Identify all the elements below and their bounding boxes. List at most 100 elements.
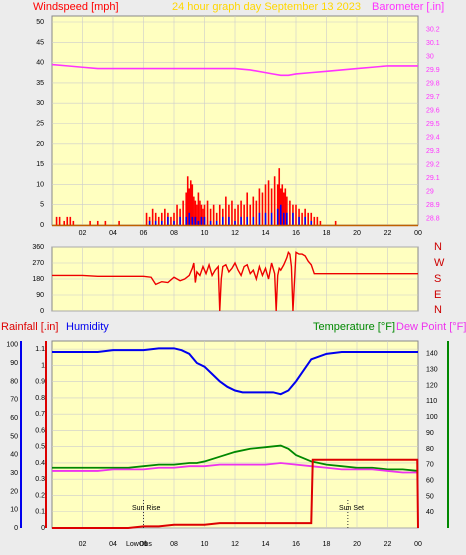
humidity-tick-label: 10	[10, 507, 18, 514]
gust-bar	[246, 192, 248, 225]
rain-tick-label: 0.7	[35, 411, 45, 418]
direction-tick-label: 0	[40, 308, 44, 315]
climate-x-tick-label: 08	[170, 541, 178, 548]
windspeed-bar	[264, 212, 267, 225]
climate-x-tick-label: 14	[262, 541, 270, 548]
wind-tick-label: 25	[36, 121, 44, 128]
direction-letters: N W S E N	[434, 241, 445, 316]
gust-bar	[206, 200, 209, 225]
wind-x-tick-label: 02	[79, 230, 87, 237]
dewpoint-label: Dew Point [°F]	[396, 321, 466, 333]
gust-bar	[182, 200, 184, 225]
windspeed-bar	[191, 216, 194, 225]
dir-letter-n-bottom: N	[434, 304, 442, 316]
barometer-tick-label: 29.4	[426, 134, 440, 141]
wind-tick-label: 0	[40, 222, 44, 229]
humidity-tick-label: 30	[10, 470, 18, 477]
temperature-tick-label: 90	[426, 430, 434, 437]
wind-tick-label: 15	[36, 161, 44, 168]
gust-bar	[173, 212, 175, 225]
gust-bar	[295, 204, 297, 225]
gust-bar	[161, 212, 163, 225]
gust-bar	[104, 220, 107, 225]
barometer-tick-label: 29.9	[426, 67, 440, 74]
humidity-label: Humidity	[66, 321, 109, 333]
temperature-line	[52, 444, 419, 472]
gust-bar	[118, 220, 120, 225]
gust-bar	[164, 208, 166, 225]
sun-set-label: Sun Set	[339, 505, 364, 512]
temperature-tick-label: 60	[426, 477, 434, 484]
gust-bar	[209, 208, 212, 225]
gust-bar	[261, 192, 264, 225]
gust-bar	[215, 212, 218, 225]
gust-bar	[249, 204, 252, 225]
gust-bar	[252, 196, 255, 225]
barometer-tick-label: 28.9	[426, 202, 440, 209]
gust-bar	[240, 200, 242, 225]
climate-x-tick-label: 18	[323, 541, 331, 548]
windspeed-bar	[252, 216, 255, 225]
gust-bar	[313, 216, 316, 225]
windspeed-bar	[234, 220, 236, 225]
gust-bar	[228, 204, 230, 225]
gust-bar	[243, 204, 245, 225]
gust-bar	[202, 208, 204, 225]
windspeed-bar	[200, 216, 203, 225]
gust-bar	[197, 192, 200, 225]
climate-x-tick-label: 06	[140, 541, 148, 548]
rain-tick-label: 0	[41, 525, 45, 532]
windspeed-bar	[185, 216, 187, 225]
gust-bar	[170, 216, 172, 225]
windspeed-bar	[179, 216, 181, 225]
temperature-tick-label: 50	[426, 493, 434, 500]
gust-bar	[319, 220, 322, 225]
humidity-tick-label: 0	[14, 525, 18, 532]
dir-letter-n-top: N	[434, 241, 442, 253]
temperature-tick-label: 120	[426, 382, 438, 389]
windspeed-bar	[310, 220, 313, 225]
wind-x-tick-label: 22	[384, 230, 392, 237]
gust-bar	[283, 192, 285, 225]
wind-tick-label: 35	[36, 80, 44, 87]
direction-tick-label: 90	[36, 292, 44, 299]
gust-bar	[96, 220, 99, 225]
gust-bar	[289, 200, 291, 225]
windspeed-bar	[188, 212, 191, 225]
gust-bar	[234, 208, 236, 225]
windspeed-bar	[246, 216, 248, 225]
gust-bar	[194, 200, 197, 225]
humidity-tick-label: 20	[10, 488, 18, 495]
temperature-tick-label: 110	[426, 398, 437, 405]
windspeed-bar	[173, 220, 175, 225]
wind-x-tick-label: 20	[353, 230, 361, 237]
barometer-label: Barometer [.in]	[372, 1, 444, 13]
windspeed-bar	[240, 216, 242, 225]
dir-letter-s: S	[434, 273, 441, 285]
barometer-tick-label: 29	[426, 188, 434, 195]
gust-bar	[310, 212, 313, 225]
windspeed-bar	[194, 216, 197, 225]
gust-bar	[58, 216, 61, 225]
gust-bar	[196, 204, 198, 225]
gust-bar	[278, 168, 281, 225]
gust-bar	[55, 216, 58, 225]
gust-bar	[264, 184, 267, 225]
barometer-tick-label: 29.8	[426, 80, 440, 87]
gust-bar	[281, 184, 284, 225]
barometer-tick-label: 30	[426, 53, 434, 60]
climate-x-tick-label: 22	[384, 541, 392, 548]
sun-rise-label: Sun Rise	[132, 505, 161, 512]
dir-letter-e: E	[434, 289, 441, 301]
humidity-tick-label: 80	[10, 378, 18, 385]
windspeed-bar	[283, 212, 285, 225]
gust-bar	[185, 192, 187, 225]
temperature-tick-label: 130	[426, 367, 438, 374]
gust-bar	[231, 200, 233, 225]
barometer-tick-label: 29.3	[426, 148, 440, 155]
windspeed-bar	[298, 216, 300, 225]
gust-bar	[255, 200, 258, 225]
gust-bar	[237, 204, 239, 225]
climate-x-tick-label: 02	[79, 541, 87, 548]
